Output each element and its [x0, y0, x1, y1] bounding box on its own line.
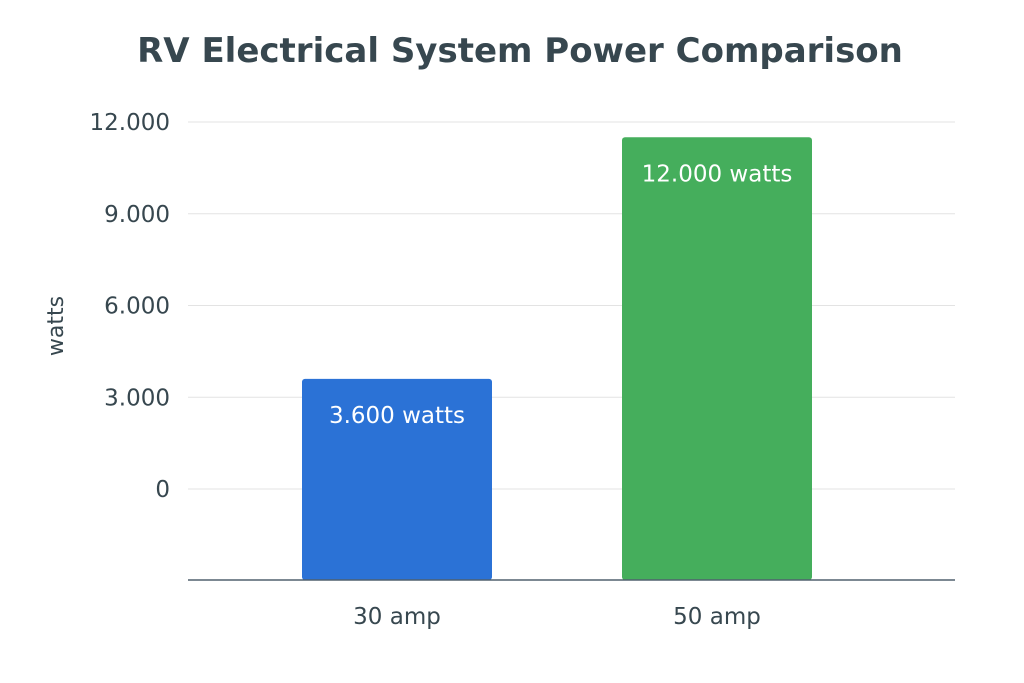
bar-50-amp [622, 137, 812, 580]
y-axis-title: watts [44, 296, 69, 356]
y-tick-label: 9.000 [104, 202, 170, 228]
y-tick-label: 3.000 [104, 385, 170, 411]
data-label: 12.000 watts [642, 161, 793, 187]
data-labels: 3.600 watts 12.000 watts [329, 161, 792, 429]
x-axis-ticks: 30 amp 50 amp [353, 604, 761, 630]
y-tick-label: 0 [155, 477, 170, 503]
y-tick-label: 12.000 [90, 110, 170, 136]
y-axis-ticks: 0 3.000 6.000 9.000 12.000 [90, 110, 170, 503]
chart-title: RV Electrical System Power Comparison [137, 31, 903, 71]
y-tick-label: 6.000 [104, 294, 170, 320]
data-label: 3.600 watts [329, 403, 465, 429]
x-tick-label: 30 amp [353, 604, 441, 630]
x-tick-label: 50 amp [673, 604, 761, 630]
bars [302, 137, 812, 580]
bar-30-amp [302, 378, 492, 580]
